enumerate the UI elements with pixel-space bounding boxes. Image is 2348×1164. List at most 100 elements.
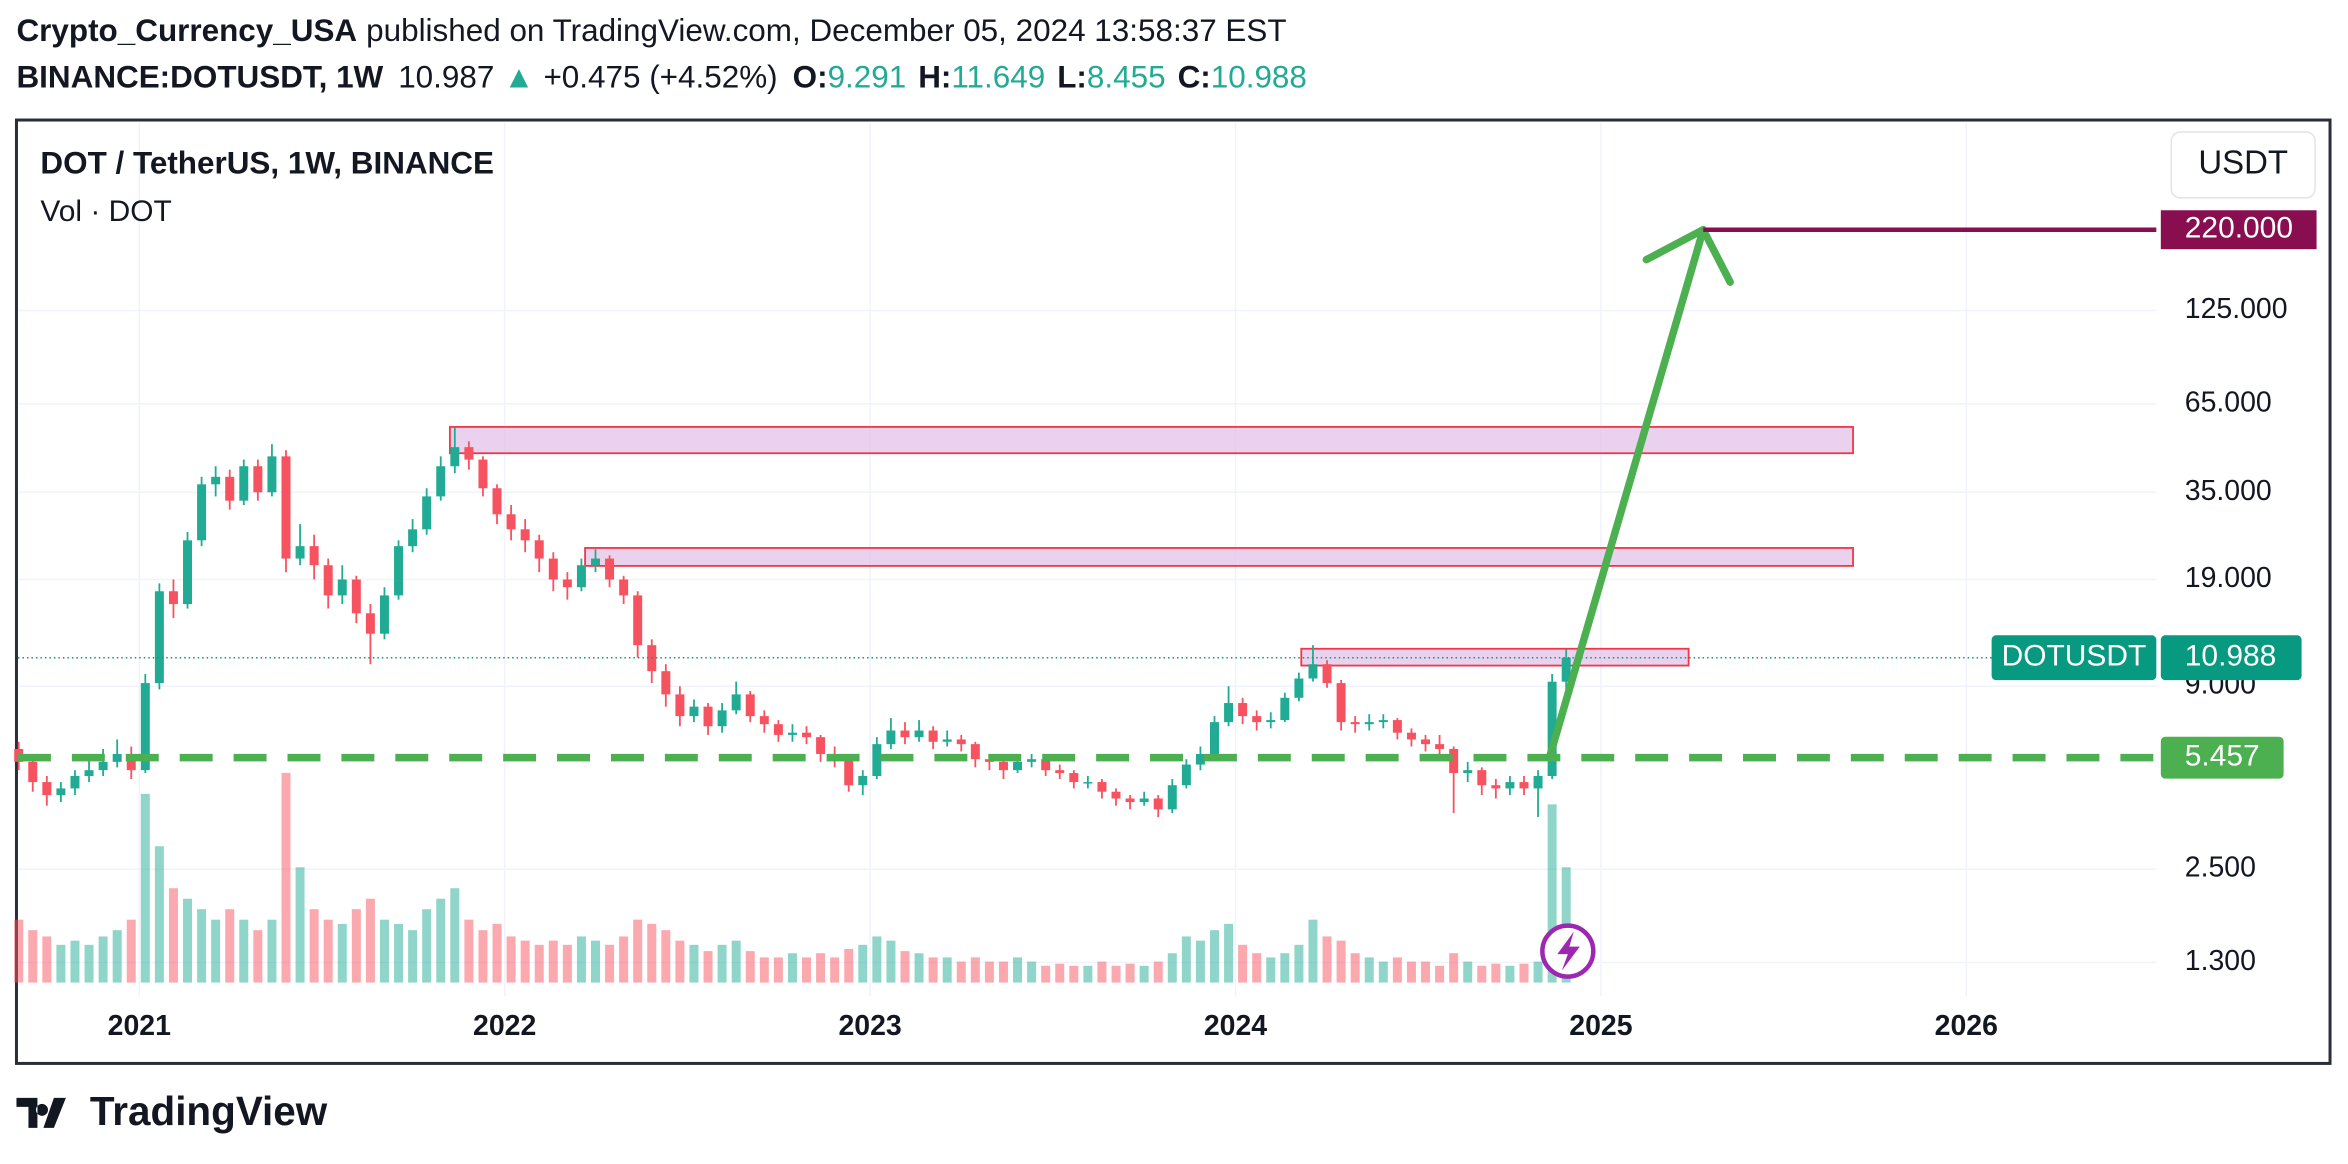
volume-bar	[1181, 936, 1191, 983]
candle-body	[605, 558, 615, 580]
author: Crypto_Currency_USA	[16, 13, 357, 48]
volume-bar	[309, 909, 319, 983]
candle-body	[816, 737, 826, 754]
volume-bar	[267, 919, 277, 983]
candle-body	[98, 761, 108, 771]
y-tick-label: 1.300	[2185, 945, 2256, 977]
volume-bar	[492, 923, 502, 983]
volume-bar	[1322, 936, 1332, 983]
volume-bar	[1547, 804, 1557, 983]
candle-body	[858, 775, 868, 786]
volume-bar	[42, 936, 52, 983]
volume-bar	[1364, 957, 1374, 983]
volume-bar	[211, 919, 221, 983]
brand: TradingView	[90, 1088, 328, 1134]
volume-bar	[1097, 961, 1107, 983]
candle-body	[1097, 782, 1107, 792]
volume-bar	[773, 957, 783, 983]
candle-body	[168, 591, 178, 605]
volume-bar	[914, 953, 924, 983]
candle-body	[506, 514, 516, 530]
candle-body	[717, 710, 727, 727]
candle-body	[1111, 791, 1121, 799]
volume-bar	[647, 923, 657, 983]
support-tag	[2160, 736, 2284, 779]
change: +0.475 (+4.52%)	[543, 60, 777, 95]
logo-mark	[16, 1097, 66, 1128]
volume-bar	[928, 957, 938, 983]
candle-body	[1195, 753, 1205, 765]
candle-body	[1238, 703, 1248, 717]
volume-bar	[1449, 953, 1459, 983]
volume-bar	[900, 951, 910, 983]
candle-body	[1406, 732, 1416, 740]
candle-body	[464, 447, 474, 460]
volume-bar	[548, 940, 558, 983]
volume-bar	[731, 940, 741, 983]
candle-body	[1519, 782, 1529, 789]
volume-bar	[1069, 965, 1079, 983]
candle-body	[1280, 697, 1290, 721]
volume-bar	[1435, 965, 1445, 983]
candle-body	[1153, 798, 1163, 810]
volume-bar	[1533, 961, 1543, 983]
volume-bar	[1519, 963, 1529, 983]
candle-body	[1209, 722, 1219, 754]
volume-bar	[197, 909, 207, 983]
candle-body	[703, 706, 713, 727]
volume-bar	[816, 953, 826, 983]
plot: 2021 2022 2023 2024 2025 20261.3002.5009.0001…	[14, 123, 2317, 1042]
volume-bar	[422, 909, 432, 983]
volume-bar	[154, 846, 164, 983]
volume-bar	[872, 936, 882, 983]
ohlc-value: 11.649	[951, 60, 1045, 95]
volume-bar	[619, 936, 629, 983]
candle-body	[1449, 748, 1459, 774]
candle-body	[562, 579, 572, 588]
candle-body	[323, 565, 333, 596]
volume-bar	[1238, 944, 1248, 983]
volume-bar	[1083, 965, 1093, 983]
volume-bar	[70, 940, 80, 983]
volume-bar	[126, 919, 136, 983]
ohlc-value: 8.455	[1087, 60, 1166, 95]
volume-bar	[14, 919, 24, 983]
candle-body	[183, 540, 193, 605]
symbol-line: BINANCE:DOTUSDT, 1W 10.987 ▲ +0.475 (+4.52%…	[16, 60, 1306, 95]
volume-bar	[1406, 961, 1416, 983]
candle-body	[436, 466, 446, 497]
lightning-icon[interactable]	[1540, 923, 1596, 979]
candle-body	[1139, 798, 1149, 803]
candle-body	[239, 466, 249, 501]
candle-body	[197, 484, 207, 541]
candle-body	[492, 488, 502, 515]
candle-body	[450, 447, 460, 467]
volume-bar	[112, 930, 122, 983]
support-tag-label: 5.457	[2185, 740, 2260, 773]
candle-body	[225, 476, 235, 501]
volume-bar	[787, 953, 797, 983]
x-tick-label: 2022	[473, 1010, 536, 1042]
candle-body	[1308, 664, 1318, 679]
ohlc-label: H:	[918, 60, 951, 95]
ohlc-value: 9.291	[828, 60, 907, 95]
candle-body	[576, 565, 586, 588]
candle-body	[1069, 773, 1079, 783]
volume-bar	[1013, 957, 1023, 983]
volume-bar	[858, 944, 868, 983]
y-tick-label: 125.000	[2185, 293, 2288, 325]
volume-bar	[140, 793, 150, 983]
volume-bar	[1491, 963, 1501, 983]
target-tag-label: 220.000	[2185, 212, 2293, 245]
currency-button[interactable]	[2170, 131, 2316, 199]
change-icon: ▲	[503, 60, 534, 95]
ohlc-label: L:	[1057, 60, 1087, 95]
candle-body	[1491, 785, 1501, 789]
currency[interactable]: USDT	[2198, 144, 2288, 181]
y-tick-label: 19.000	[2185, 562, 2272, 594]
volume-bar	[591, 940, 600, 983]
candle-body	[1561, 657, 1571, 682]
y-tick-label: 35.000	[2185, 475, 2272, 507]
volume-bar	[379, 919, 389, 983]
volume-bar	[1224, 923, 1234, 983]
